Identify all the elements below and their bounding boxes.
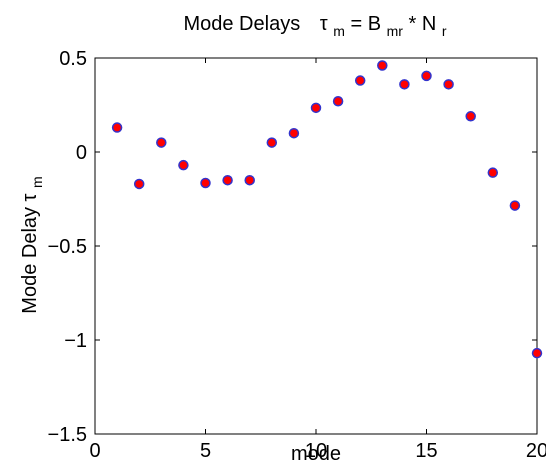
y-label-text: Mode Delay xyxy=(19,201,41,313)
y-tick-label: 0 xyxy=(76,142,87,164)
x-axis-label: mode xyxy=(291,443,341,464)
data-point xyxy=(222,174,233,186)
data-point xyxy=(443,79,454,90)
data-point xyxy=(310,102,322,114)
data-point xyxy=(200,177,211,189)
title-n-sub: r xyxy=(442,23,447,39)
data-point xyxy=(421,70,432,82)
y-axis-label: Mode Delay τ m xyxy=(19,176,45,313)
data-point xyxy=(531,347,543,359)
data-point xyxy=(111,122,123,133)
data-point xyxy=(465,111,476,122)
title-tau-sub: m xyxy=(333,23,345,39)
data-point xyxy=(487,167,499,178)
y-label-sub: m xyxy=(29,176,45,188)
title-b-sub: mr xyxy=(387,23,404,39)
title-eq: = B xyxy=(350,13,381,35)
y-tick-label: −1.5 xyxy=(48,424,87,446)
chart-title: Mode Delays τ m = B mr * N r xyxy=(183,13,446,41)
data-point xyxy=(266,137,278,148)
y-axis: 0.5 0 −0.5 −1 −1.5 xyxy=(48,48,537,446)
y-label-tau: τ xyxy=(19,193,41,201)
data-point xyxy=(244,174,255,186)
data-point xyxy=(288,127,300,139)
data-point xyxy=(399,79,410,90)
data-point xyxy=(178,159,189,171)
y-tick-label: 0.5 xyxy=(59,48,87,70)
title-tau: τ xyxy=(320,13,328,35)
y-tick-label: −1 xyxy=(64,330,87,352)
data-point xyxy=(509,200,521,211)
data-points xyxy=(111,60,543,359)
data-point xyxy=(133,178,145,190)
x-tick-label: 0 xyxy=(89,440,100,462)
y-tick-label: −0.5 xyxy=(48,236,87,258)
title-prefix: Mode Delays xyxy=(183,13,300,35)
x-tick-label: 20 xyxy=(526,440,546,462)
title-mid: * N xyxy=(408,13,436,35)
x-axis: 0 5 10 15 20 xyxy=(89,58,546,462)
data-point xyxy=(156,137,167,148)
x-tick-label: 10 xyxy=(305,440,327,462)
x-tick-label: 15 xyxy=(415,440,437,462)
x-tick-label: 5 xyxy=(200,440,211,462)
data-point xyxy=(332,95,344,107)
data-point xyxy=(377,60,388,71)
data-point xyxy=(354,75,366,86)
plot-area xyxy=(94,57,538,435)
